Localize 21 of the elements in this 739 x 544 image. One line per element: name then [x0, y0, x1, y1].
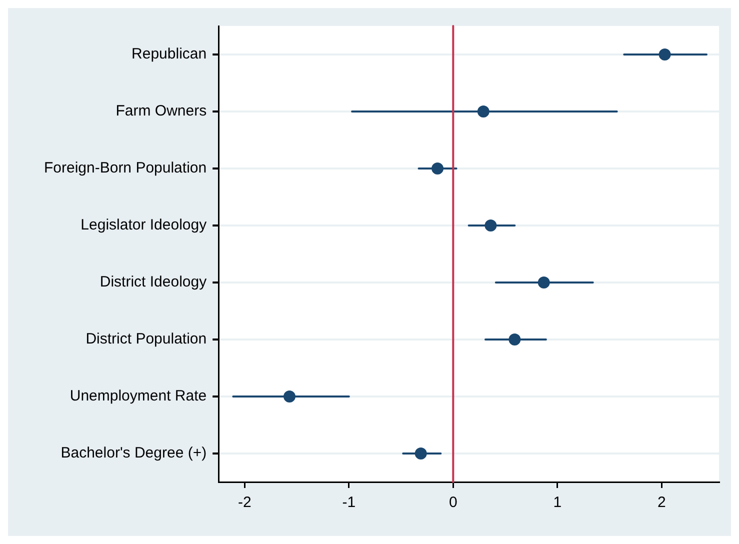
- y-tick-label: Republican: [132, 46, 207, 63]
- point: [432, 162, 444, 174]
- point: [484, 220, 497, 232]
- y-tick-label: District Population: [86, 330, 207, 348]
- y-tick-label: Foreign-Born Population: [44, 160, 207, 177]
- y-tick-label: Unemployment Rate: [70, 388, 207, 405]
- x-tick-label: 0: [448, 494, 458, 512]
- point: [477, 106, 490, 118]
- x-tick-label: 2: [657, 494, 666, 512]
- point: [283, 390, 296, 402]
- y-tick-label: Legislator Ideology: [80, 216, 208, 234]
- x-tick-label: -1: [342, 494, 356, 512]
- point: [508, 334, 521, 346]
- x-tick-label: 1: [553, 494, 562, 512]
- point: [658, 48, 671, 60]
- y-tick-label: District Ideology: [100, 274, 208, 291]
- point: [414, 448, 427, 460]
- point: [538, 276, 550, 288]
- y-tick-label: Farm Owners: [116, 102, 207, 120]
- y-tick-label: Bachelor's Degree (+): [60, 444, 207, 462]
- x-tick-label: -2: [238, 494, 252, 512]
